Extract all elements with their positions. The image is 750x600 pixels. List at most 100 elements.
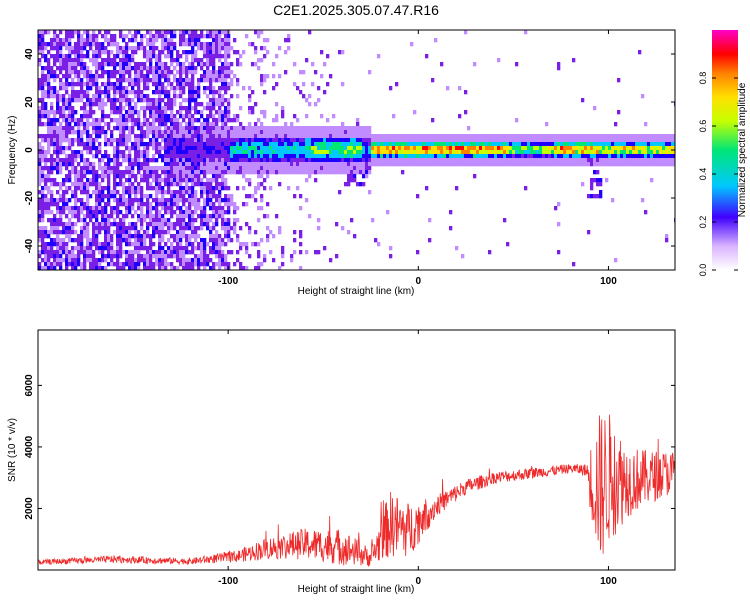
spectrogram-cell	[365, 174, 369, 179]
spectrogram-cell	[86, 142, 90, 147]
spectrogram-cell	[659, 142, 663, 147]
spectrogram-cell	[674, 142, 675, 147]
spectrogram-cell	[77, 30, 81, 35]
spectrogram-cell	[47, 178, 51, 183]
spectrogram-cell	[122, 86, 126, 91]
spectrogram-cell	[599, 194, 603, 199]
spectrogram-cell	[521, 158, 525, 163]
spectrogram-cell	[623, 158, 627, 163]
spectrogram-cell	[218, 30, 222, 35]
spectrogram-cell	[584, 162, 588, 167]
spectrogram-cell	[299, 126, 303, 131]
spectrogram-cell	[239, 158, 243, 163]
spectrogram-cell	[143, 194, 147, 199]
spectrogram-cell	[188, 210, 192, 215]
spectrogram-cell	[629, 150, 633, 155]
spectrogram-cell	[122, 138, 126, 143]
spectrogram-cell	[143, 54, 147, 59]
spectrogram-cell	[509, 162, 513, 167]
spectrogram-cell	[164, 34, 168, 39]
spectrogram-cell	[527, 162, 531, 167]
spectrogram-cell	[464, 162, 468, 167]
spectrogram-cell	[593, 178, 597, 183]
spectrogram-cell	[128, 98, 132, 103]
spectrogram-cell	[125, 230, 129, 235]
spectrogram-cell	[233, 154, 237, 159]
spectrogram-cell	[65, 258, 69, 263]
spectrogram-cell	[374, 146, 378, 151]
spectrogram-cell	[317, 138, 321, 143]
spectrogram-cell	[71, 206, 75, 211]
spectrogram-cell	[263, 114, 267, 119]
spectrogram-cell	[644, 154, 648, 159]
spectrogram-cell	[650, 178, 654, 183]
spectrogram-cell	[146, 154, 150, 159]
spectrogram-cell	[110, 222, 114, 227]
spectrogram-cell	[62, 102, 66, 107]
spectrogram-cell	[221, 74, 225, 79]
spectrogram-cell	[107, 178, 111, 183]
spectrogram-cell	[173, 74, 177, 79]
spectrogram-cell	[548, 146, 552, 151]
spectrogram-cell	[230, 70, 234, 75]
spectrogram-cell	[71, 210, 75, 215]
spectrogram-cell	[200, 62, 204, 67]
spectrogram-cell	[224, 254, 228, 259]
spectrogram-cell	[197, 262, 201, 267]
spectrogram-cell	[674, 138, 675, 143]
spectrogram-cell	[401, 158, 405, 163]
spectrogram-cell	[320, 50, 324, 55]
spectrogram-cell	[212, 202, 216, 207]
spectrogram-cell	[197, 182, 201, 187]
spectrogram-cell	[320, 74, 324, 79]
spectrogram-cell	[146, 254, 150, 259]
spectrogram-cell	[542, 154, 546, 159]
spectrogram-cell	[278, 166, 282, 171]
spectrogram-cell	[56, 38, 60, 43]
spectrogram-cell	[119, 62, 123, 67]
spectrogram-cell	[416, 146, 420, 151]
spectrogram-cell	[257, 242, 261, 247]
spectrogram-cell	[392, 138, 396, 143]
spectrogram-cell	[230, 150, 234, 155]
spectrogram-cell	[200, 150, 204, 155]
spectrogram-cell	[92, 50, 96, 55]
spectrogram-cell	[179, 246, 183, 251]
spectrogram-cell	[206, 58, 210, 63]
spectrogram-cell	[80, 134, 84, 139]
spectrogram-cell	[83, 130, 87, 135]
spectrogram-cell	[71, 230, 75, 235]
spectrogram-cell	[257, 174, 261, 179]
spectrogram-cell	[224, 182, 228, 187]
spectrogram-cell	[92, 138, 96, 143]
spectrogram-cell	[95, 262, 99, 267]
spectrogram-cell	[101, 266, 105, 270]
spectrogram-cell	[113, 186, 117, 191]
spectrogram-cell	[107, 126, 111, 131]
spectrogram-cell	[44, 226, 48, 231]
spectrogram-cell	[587, 150, 591, 155]
spectrogram-cell	[149, 70, 153, 75]
spectrogram-cell	[338, 142, 342, 147]
spectrogram-cell	[584, 154, 588, 159]
spectrogram-cell	[305, 150, 309, 155]
spectrogram-cell	[209, 102, 213, 107]
spectrogram-cell	[161, 138, 165, 143]
spectrogram-cell	[128, 226, 132, 231]
spectrogram-cell	[200, 222, 204, 227]
spectrogram-cell	[581, 162, 585, 167]
spectrogram-cell	[119, 150, 123, 155]
spectrogram-cell	[674, 102, 675, 107]
spectrogram-cell	[191, 202, 195, 207]
spectrogram-cell	[662, 146, 666, 151]
spectrogram-cell	[218, 74, 222, 79]
spectrogram-cell	[128, 234, 132, 239]
spectrogram-cell	[242, 86, 246, 91]
spectrogram-cell	[482, 158, 486, 163]
spectrogram-cell	[122, 78, 126, 83]
spectrogram-cell	[149, 130, 153, 135]
spectrogram-cell	[158, 182, 162, 187]
spectrogram-cell	[257, 206, 261, 211]
spectrogram-cell	[332, 154, 336, 159]
spectrogram-cell	[110, 238, 114, 243]
